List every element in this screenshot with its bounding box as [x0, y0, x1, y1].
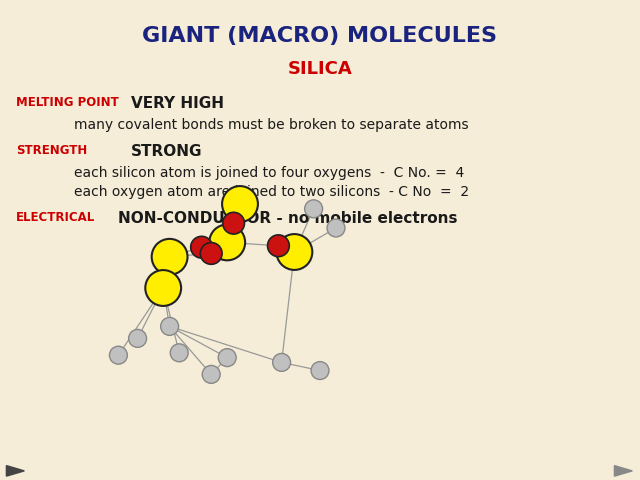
Text: MELTING POINT: MELTING POINT	[16, 96, 119, 109]
Text: STRENGTH: STRENGTH	[16, 144, 87, 157]
Ellipse shape	[311, 361, 329, 380]
Ellipse shape	[191, 236, 212, 258]
Ellipse shape	[161, 317, 179, 336]
Text: VERY HIGH: VERY HIGH	[131, 96, 224, 111]
Polygon shape	[6, 466, 24, 476]
Text: STRONG: STRONG	[131, 144, 203, 159]
Ellipse shape	[145, 270, 181, 306]
Ellipse shape	[109, 346, 127, 364]
Text: SILICA: SILICA	[287, 60, 353, 78]
Ellipse shape	[129, 329, 147, 348]
Text: each silicon atom is joined to four oxygens  -  C No. =  4: each silicon atom is joined to four oxyg…	[74, 166, 464, 180]
Ellipse shape	[305, 200, 323, 218]
Ellipse shape	[152, 239, 188, 275]
Ellipse shape	[276, 234, 312, 270]
Text: many covalent bonds must be broken to separate atoms: many covalent bonds must be broken to se…	[74, 118, 468, 132]
Ellipse shape	[209, 225, 245, 260]
Ellipse shape	[202, 365, 220, 384]
Text: each oxygen atom are joined to two silicons  - C No  =  2: each oxygen atom are joined to two silic…	[74, 185, 468, 199]
Ellipse shape	[327, 219, 345, 237]
Ellipse shape	[273, 353, 291, 372]
Text: GIANT (MACRO) MOLECULES: GIANT (MACRO) MOLECULES	[143, 26, 497, 47]
Ellipse shape	[200, 242, 222, 264]
Ellipse shape	[170, 344, 188, 362]
Ellipse shape	[218, 348, 236, 367]
Text: ELECTRICAL: ELECTRICAL	[16, 211, 95, 224]
Ellipse shape	[268, 235, 289, 257]
Text: NON-CONDUCTOR - no mobile electrons: NON-CONDUCTOR - no mobile electrons	[118, 211, 458, 226]
Ellipse shape	[223, 212, 244, 234]
Polygon shape	[614, 466, 632, 476]
Ellipse shape	[222, 186, 258, 222]
